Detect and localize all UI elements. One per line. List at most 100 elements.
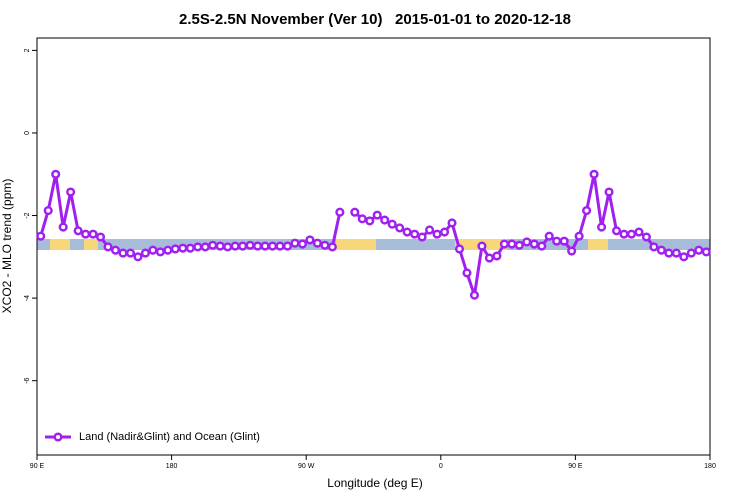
land-strip (84, 239, 98, 250)
data-point (103, 242, 113, 252)
data-point (559, 236, 569, 246)
x-tick-label: 90 W (298, 463, 315, 470)
data-point (507, 239, 517, 249)
data-point (656, 245, 666, 255)
data-point (260, 241, 270, 251)
y-tick-label: -6 (24, 377, 31, 383)
land-ocean-strip (37, 239, 710, 250)
data-point (230, 241, 240, 251)
data-point (686, 248, 696, 258)
data-point (492, 251, 502, 261)
data-point (133, 252, 143, 262)
x-tick-label: 180 (704, 463, 716, 470)
data-point (380, 215, 390, 225)
data-point (125, 248, 136, 258)
data-point (387, 219, 397, 229)
chart-title: 2.5S-2.5N November (Ver 10) 2015-01-01 t… (179, 11, 571, 28)
data-point (215, 241, 225, 251)
plot-frame (36, 37, 711, 456)
data-point (611, 226, 622, 236)
data-point (582, 206, 592, 216)
data-point (320, 240, 330, 250)
data-point (694, 245, 704, 255)
data-point (410, 229, 420, 239)
data-point (357, 214, 367, 224)
data-point (529, 239, 539, 249)
land-strip (336, 239, 376, 250)
data-point (574, 231, 584, 241)
land-strip (50, 239, 70, 250)
data-point (634, 227, 644, 237)
data-point (312, 238, 322, 248)
data-point (36, 231, 46, 241)
x-tick-label: 180 (166, 463, 178, 470)
data-point (626, 229, 637, 239)
data-point (417, 232, 427, 242)
data-point (604, 187, 614, 197)
data-point (275, 241, 285, 251)
data-point (140, 248, 150, 258)
data-point (148, 245, 158, 255)
data-point (43, 206, 53, 216)
data-point (701, 247, 711, 257)
data-point (469, 290, 480, 300)
data-point (454, 244, 465, 254)
data-point (335, 207, 345, 217)
data-point (185, 243, 195, 253)
data-point (432, 229, 442, 239)
y-tick-label: 0 (24, 131, 31, 135)
data-point (305, 235, 315, 245)
data-point (499, 239, 509, 249)
data-point (425, 225, 435, 235)
data-point (514, 240, 524, 250)
y-axis-label: XCO2 - MLO trend (ppm) (0, 179, 14, 314)
x-tick-label: 90 E (30, 463, 45, 470)
data-point (96, 232, 106, 242)
x-tick-label: 0 (439, 463, 443, 470)
data-point (619, 229, 629, 239)
data-point (589, 169, 599, 179)
data-point (170, 244, 180, 254)
data-point (671, 248, 681, 258)
data-point (208, 240, 218, 250)
data-point (81, 229, 91, 239)
data-point (268, 241, 278, 251)
data-point (193, 242, 203, 252)
data-point (163, 245, 173, 255)
data-point (118, 248, 128, 258)
data-point (73, 226, 83, 236)
legend-entry: Land (Nadir&Glint) and Ocean (Glint) (45, 431, 260, 443)
data-point (679, 252, 689, 262)
data-point (58, 222, 68, 232)
data-point (664, 248, 674, 258)
data-point (447, 218, 457, 228)
y-tick-label: -4 (24, 295, 31, 301)
land-strip (588, 239, 608, 250)
data-point (522, 237, 532, 247)
data-point (439, 227, 450, 237)
data-point (297, 239, 308, 249)
data-point (253, 241, 263, 251)
data-point (544, 231, 554, 241)
data-point (245, 240, 255, 250)
data-point (365, 216, 375, 226)
data-point (484, 253, 494, 263)
legend-marker (53, 432, 63, 442)
data-point (290, 238, 300, 248)
data-point (155, 247, 165, 257)
data-point (350, 207, 360, 217)
x-axis-label: Longitude (deg E) (327, 476, 422, 490)
data-point (641, 232, 651, 242)
data-point (567, 246, 577, 256)
data-point (552, 236, 562, 246)
data-point (238, 241, 248, 251)
data-point (88, 229, 98, 239)
data-point (282, 241, 293, 251)
data-point (395, 223, 405, 233)
data-point (178, 243, 188, 253)
data-point (51, 169, 61, 179)
data-point (223, 242, 233, 252)
data-point (200, 242, 210, 252)
data-point (110, 245, 121, 255)
